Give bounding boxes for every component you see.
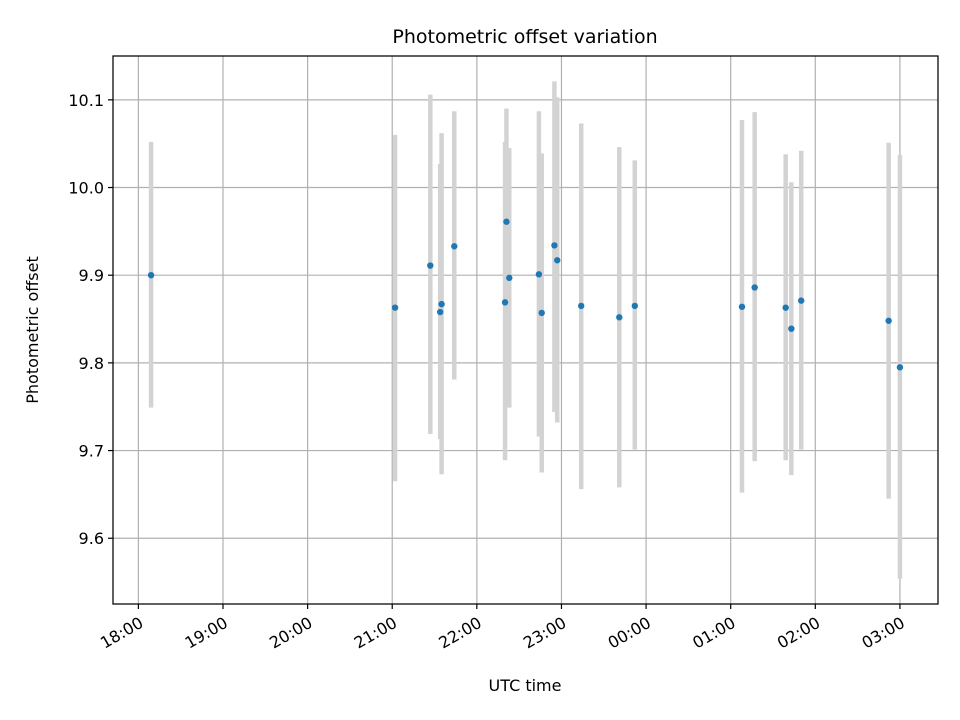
data-points — [147, 218, 904, 371]
data-point — [578, 302, 585, 310]
data-point — [751, 284, 758, 291]
data-point — [616, 314, 623, 321]
data-point — [451, 243, 458, 250]
data-point — [788, 325, 795, 332]
data-point — [503, 218, 510, 225]
data-point — [506, 274, 513, 282]
data-point — [535, 271, 543, 278]
y-axis-label: Photometric offset — [23, 256, 42, 404]
y-tick-label: 9.8 — [79, 354, 104, 373]
data-point — [798, 297, 805, 304]
data-point — [538, 309, 545, 317]
y-tick-label: 9.6 — [79, 529, 104, 548]
data-point — [391, 304, 399, 311]
data-point — [147, 272, 155, 279]
y-tick-label: 10.0 — [68, 179, 104, 198]
plot-frame — [112, 55, 939, 605]
y-axis-ticks: 9.6 9.7 9.8 9.9 10.0 10.1 — [68, 91, 113, 548]
data-point — [427, 262, 434, 269]
y-tick-label: 10.1 — [68, 91, 104, 110]
chart-title: Photometric offset variation — [392, 26, 657, 48]
data-point — [631, 302, 638, 310]
data-point — [551, 242, 558, 249]
data-point — [438, 300, 445, 308]
data-point — [782, 304, 789, 311]
y-tick-label: 9.9 — [79, 266, 104, 285]
x-axis-label: UTC time — [489, 676, 562, 695]
data-point — [885, 317, 892, 324]
data-point — [738, 303, 746, 310]
data-point — [501, 299, 509, 306]
data-point — [436, 308, 444, 316]
y-tick-label: 9.7 — [79, 442, 104, 461]
data-point — [896, 364, 904, 371]
data-point — [554, 257, 561, 264]
